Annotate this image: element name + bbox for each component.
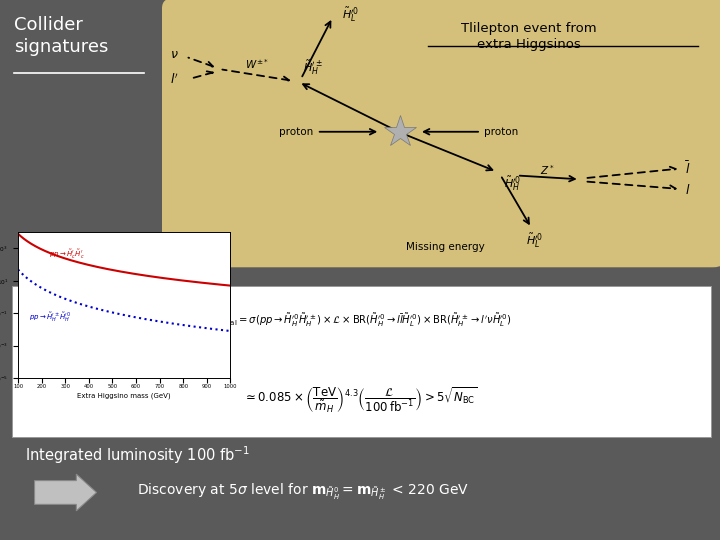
- Text: $\tilde{H}_H^{\prime 0}$: $\tilde{H}_H^{\prime 0}$: [504, 175, 521, 193]
- Text: $\tilde{H}_L^{\prime 0}$: $\tilde{H}_L^{\prime 0}$: [526, 232, 543, 251]
- X-axis label: Extra Higgsino mass (GeV): Extra Higgsino mass (GeV): [77, 392, 171, 399]
- Text: $\bar{l}$: $\bar{l}$: [685, 160, 691, 177]
- Text: $pp \to \tilde{H}^\prime_c \tilde{H}^\prime_c$: $pp \to \tilde{H}^\prime_c \tilde{H}^\pr…: [49, 247, 84, 261]
- Text: Integrated luminosity 100 fb$^{-1}$: Integrated luminosity 100 fb$^{-1}$: [25, 444, 251, 465]
- Text: $\simeq 0.085 \times \left(\dfrac{\mathrm{TeV}}{\tilde{m}_H}\right)^{4.3}\left(\: $\simeq 0.085 \times \left(\dfrac{\mathr…: [243, 386, 477, 415]
- Text: proton: proton: [279, 127, 313, 137]
- Text: Missing energy: Missing energy: [405, 242, 485, 252]
- Text: $l$: $l$: [685, 183, 691, 197]
- Text: $pp \to \tilde{H}_H^{\prime\pm} \tilde{H}_H^{\prime 0}$: $pp \to \tilde{H}_H^{\prime\pm} \tilde{H…: [29, 310, 71, 323]
- Text: Tlilepton event from
extra Higgsinos: Tlilepton event from extra Higgsinos: [462, 22, 597, 51]
- Text: $\nu$: $\nu$: [170, 48, 179, 60]
- FancyBboxPatch shape: [162, 0, 720, 267]
- Text: Collider
signatures: Collider signatures: [14, 16, 109, 56]
- Text: $\tilde{H}_L^{\prime 0}$: $\tilde{H}_L^{\prime 0}$: [342, 6, 359, 24]
- Text: $N_{\mathrm{signal}} = \sigma(pp \to \tilde{H}_H^{\prime 0}\tilde{H}_H^{\prime\p: $N_{\mathrm{signal}} = \sigma(pp \to \ti…: [208, 311, 512, 328]
- Text: $Z^*$: $Z^*$: [540, 163, 554, 177]
- FancyBboxPatch shape: [12, 286, 711, 437]
- Text: $W^{\pm*}$: $W^{\pm*}$: [245, 57, 269, 71]
- Text: $l'$: $l'$: [170, 73, 179, 87]
- Text: proton: proton: [484, 127, 518, 137]
- Text: Discovery at 5$\sigma$ level for $\mathbf{m}_{\tilde{H}_H^0} = \mathbf{m}_{\tild: Discovery at 5$\sigma$ level for $\mathb…: [137, 481, 469, 502]
- Text: $\tilde{H}_H^{\prime\pm}$: $\tilde{H}_H^{\prime\pm}$: [303, 58, 323, 77]
- FancyArrow shape: [35, 474, 96, 511]
